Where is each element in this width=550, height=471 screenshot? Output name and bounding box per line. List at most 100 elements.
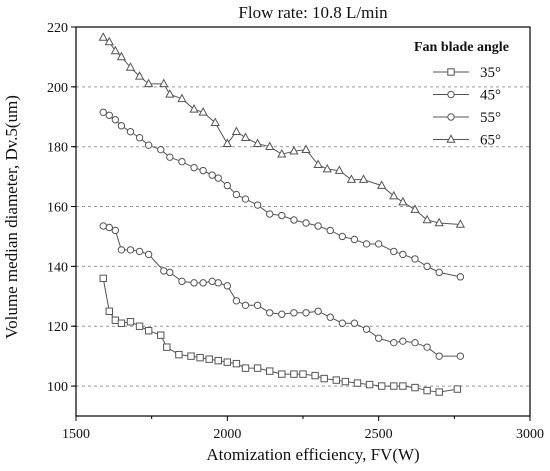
series-line-2 [103,111,461,278]
data-point-s3-14 [231,126,242,136]
x-tick-label-2: 2500 [365,427,393,442]
data-point-s1-5 [135,247,144,256]
data-point-s2-4 [126,128,135,136]
data-point-s3-2 [110,45,120,55]
data-point-s2-13 [214,174,222,182]
legend-marker-0 [447,68,455,76]
data-point-s0-13 [214,356,222,365]
data-point-s3-29 [410,204,420,213]
data-point-s2-26 [362,240,371,248]
data-point-s0-6 [144,327,153,335]
data-point-s1-10 [190,279,198,287]
data-point-s1-11 [199,279,207,287]
data-point-s1-7 [160,267,168,275]
legend-title: Fan blade angle [414,40,509,55]
data-point-s2-7 [157,145,165,154]
series-0 [99,274,462,396]
data-point-s3-25 [358,174,369,183]
data-point-s3-11 [198,107,208,116]
data-point-s1-23 [326,313,334,321]
series-1 [99,222,465,360]
data-point-s2-29 [399,250,407,259]
data-point-s1-29 [399,337,407,345]
data-point-s3-8 [165,89,175,98]
data-point-s2-3 [117,122,126,130]
data-point-s1-4 [126,246,135,254]
data-point-s0-9 [175,350,183,359]
data-point-s0-25 [341,377,350,386]
y-tick-label-5: 200 [47,81,68,96]
data-point-s2-21 [302,219,310,227]
data-point-s2-16 [241,195,250,203]
data-point-s0-27 [365,380,374,389]
legend-label-0: 35° [480,65,501,81]
data-point-s2-5 [135,134,144,142]
data-point-s0-7 [157,331,165,339]
y-tick-label-1: 120 [47,320,68,335]
chart-title: Flow rate: 10.8 L/min [238,3,388,22]
data-point-s1-8 [166,268,174,277]
data-point-s2-22 [314,222,322,230]
data-point-s3-21 [313,159,323,168]
data-point-s1-26 [362,325,371,333]
data-point-s0-20 [290,370,298,378]
x-tick-label-3: 3000 [516,427,544,442]
data-point-s0-2 [111,316,120,324]
data-point-s3-6 [143,78,154,88]
data-point-s2-1 [105,111,113,119]
legend-item-2: 55° [433,110,501,126]
grid-lines [76,86,530,387]
data-point-s2-15 [232,190,241,199]
data-point-s0-14 [223,358,232,366]
data-point-s3-17 [265,141,275,150]
data-point-s3-20 [301,144,311,153]
data-point-s1-25 [350,319,359,327]
data-point-s0-22 [311,371,319,380]
data-point-s3-0 [98,32,108,41]
data-point-s2-27 [374,240,383,248]
data-point-s0-12 [205,355,213,363]
data-point-s0-10 [187,352,195,360]
data-point-s0-21 [299,370,307,378]
data-point-s1-22 [314,307,322,315]
data-point-s2-9 [178,157,186,166]
data-point-s2-12 [208,171,216,179]
data-point-s3-9 [177,93,187,103]
data-point-s1-30 [411,338,419,347]
data-point-s0-5 [135,322,144,330]
data-point-s0-16 [241,364,250,372]
data-point-s2-32 [435,268,443,277]
data-point-s1-0 [99,222,107,230]
legend-item-3: 65° [433,133,501,149]
data-point-s0-8 [163,343,171,351]
data-point-s3-19 [289,145,299,155]
legend-marker-3 [446,134,456,143]
data-point-s1-15 [232,297,241,305]
data-point-s2-8 [166,153,174,161]
data-point-s1-19 [278,310,286,318]
data-point-s0-34 [453,385,462,393]
data-point-s3-24 [346,174,357,183]
series-line-1 [103,225,461,357]
data-point-s3-28 [398,196,408,206]
legend-item-0: 35° [433,65,501,81]
y-axis-title: Volume median diameter, Dv.5(um) [2,95,21,339]
series-3 [98,32,466,228]
series-line-3 [102,37,461,225]
data-point-s1-1 [105,223,113,232]
data-point-s3-30 [422,214,432,224]
data-point-s1-17 [253,301,262,309]
data-point-s1-33 [456,352,465,360]
y-tick-label-6: 220 [47,21,68,36]
data-point-s0-11 [196,353,204,362]
data-point-s1-31 [423,343,431,351]
data-point-s0-0 [99,274,107,283]
data-point-s2-31 [423,262,431,271]
data-point-s2-17 [253,201,262,209]
data-point-s2-25 [350,235,359,244]
data-point-s3-4 [125,62,136,71]
data-point-s3-27 [389,190,399,200]
y-tick-label-0: 100 [47,380,68,395]
data-point-s0-18 [266,367,274,375]
